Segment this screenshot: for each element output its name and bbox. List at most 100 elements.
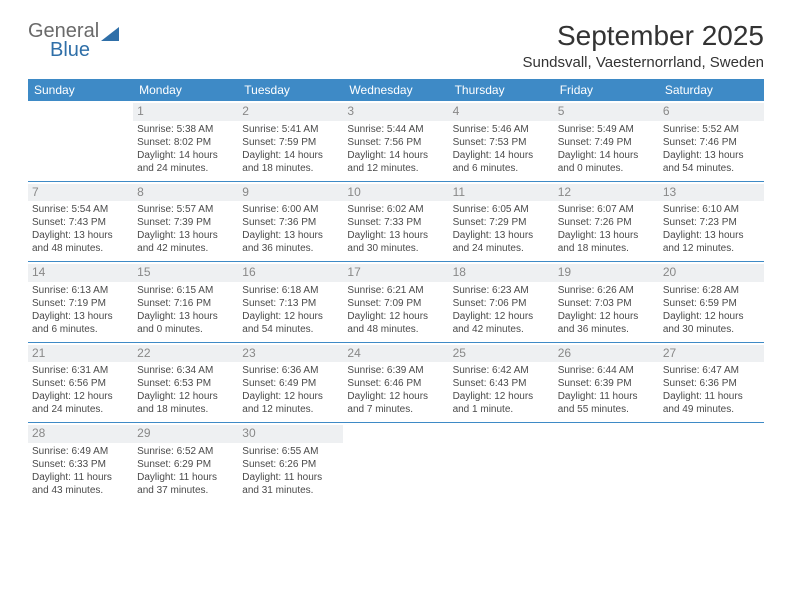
col-wednesday: Wednesday — [343, 79, 448, 101]
month-title: September 2025 — [522, 20, 764, 52]
calendar-cell: 15Sunrise: 6:15 AMSunset: 7:16 PMDayligh… — [133, 262, 238, 343]
sunrise-text: Sunrise: 5:57 AM — [137, 203, 234, 216]
day-number: 26 — [554, 345, 659, 363]
calendar-cell: 8Sunrise: 5:57 AMSunset: 7:39 PMDaylight… — [133, 181, 238, 262]
page-header: General Blue September 2025 Sundsvall, V… — [28, 20, 764, 71]
day-number: 17 — [343, 264, 448, 282]
calendar-cell: 13Sunrise: 6:10 AMSunset: 7:23 PMDayligh… — [659, 181, 764, 262]
day-number: 15 — [133, 264, 238, 282]
sunrise-text: Sunrise: 5:41 AM — [242, 123, 339, 136]
sunset-text: Sunset: 6:46 PM — [347, 377, 444, 390]
col-friday: Friday — [554, 79, 659, 101]
day-number: 11 — [449, 184, 554, 202]
day-number: 19 — [554, 264, 659, 282]
sunset-text: Sunset: 6:56 PM — [32, 377, 129, 390]
sunset-text: Sunset: 6:33 PM — [32, 458, 129, 471]
calendar-week-row: 21Sunrise: 6:31 AMSunset: 6:56 PMDayligh… — [28, 342, 764, 423]
calendar-cell: 21Sunrise: 6:31 AMSunset: 6:56 PMDayligh… — [28, 342, 133, 423]
daylight-text: Daylight: 13 hours and 0 minutes. — [137, 310, 234, 336]
calendar-cell: 11Sunrise: 6:05 AMSunset: 7:29 PMDayligh… — [449, 181, 554, 262]
daylight-text: Daylight: 13 hours and 42 minutes. — [137, 229, 234, 255]
daylight-text: Daylight: 11 hours and 49 minutes. — [663, 390, 760, 416]
col-sunday: Sunday — [28, 79, 133, 101]
col-thursday: Thursday — [449, 79, 554, 101]
calendar-week-row: 7Sunrise: 5:54 AMSunset: 7:43 PMDaylight… — [28, 181, 764, 262]
sunset-text: Sunset: 6:36 PM — [663, 377, 760, 390]
daylight-text: Daylight: 13 hours and 48 minutes. — [32, 229, 129, 255]
sunrise-text: Sunrise: 6:00 AM — [242, 203, 339, 216]
day-number: 14 — [28, 264, 133, 282]
calendar-cell: 4Sunrise: 5:46 AMSunset: 7:53 PMDaylight… — [449, 101, 554, 181]
sunrise-text: Sunrise: 6:36 AM — [242, 364, 339, 377]
calendar-cell: 29Sunrise: 6:52 AMSunset: 6:29 PMDayligh… — [133, 423, 238, 503]
sunset-text: Sunset: 7:13 PM — [242, 297, 339, 310]
sunset-text: Sunset: 7:49 PM — [558, 136, 655, 149]
day-number: 5 — [554, 103, 659, 121]
calendar-table: Sunday Monday Tuesday Wednesday Thursday… — [28, 79, 764, 503]
daylight-text: Daylight: 13 hours and 12 minutes. — [663, 229, 760, 255]
location-subtitle: Sundsvall, Vaesternorrland, Sweden — [522, 54, 764, 71]
sunset-text: Sunset: 7:09 PM — [347, 297, 444, 310]
calendar-cell — [554, 423, 659, 503]
day-number: 27 — [659, 345, 764, 363]
calendar-week-row: 28Sunrise: 6:49 AMSunset: 6:33 PMDayligh… — [28, 423, 764, 503]
sunset-text: Sunset: 7:23 PM — [663, 216, 760, 229]
calendar-cell — [659, 423, 764, 503]
day-number: 29 — [133, 425, 238, 443]
daylight-text: Daylight: 13 hours and 30 minutes. — [347, 229, 444, 255]
calendar-cell: 23Sunrise: 6:36 AMSunset: 6:49 PMDayligh… — [238, 342, 343, 423]
daylight-text: Daylight: 13 hours and 6 minutes. — [32, 310, 129, 336]
sunset-text: Sunset: 8:02 PM — [137, 136, 234, 149]
sunset-text: Sunset: 6:26 PM — [242, 458, 339, 471]
sunrise-text: Sunrise: 6:55 AM — [242, 445, 339, 458]
sunset-text: Sunset: 7:46 PM — [663, 136, 760, 149]
sunrise-text: Sunrise: 6:21 AM — [347, 284, 444, 297]
sunrise-text: Sunrise: 6:13 AM — [32, 284, 129, 297]
daylight-text: Daylight: 14 hours and 18 minutes. — [242, 149, 339, 175]
day-number: 8 — [133, 184, 238, 202]
calendar-cell: 6Sunrise: 5:52 AMSunset: 7:46 PMDaylight… — [659, 101, 764, 181]
col-monday: Monday — [133, 79, 238, 101]
day-number: 20 — [659, 264, 764, 282]
sunrise-text: Sunrise: 6:02 AM — [347, 203, 444, 216]
sunrise-text: Sunrise: 6:39 AM — [347, 364, 444, 377]
calendar-cell — [343, 423, 448, 503]
calendar-cell: 19Sunrise: 6:26 AMSunset: 7:03 PMDayligh… — [554, 262, 659, 343]
day-number: 1 — [133, 103, 238, 121]
daylight-text: Daylight: 13 hours and 18 minutes. — [558, 229, 655, 255]
day-number: 12 — [554, 184, 659, 202]
sunset-text: Sunset: 7:29 PM — [453, 216, 550, 229]
calendar-week-row: 14Sunrise: 6:13 AMSunset: 7:19 PMDayligh… — [28, 262, 764, 343]
sunrise-text: Sunrise: 5:54 AM — [32, 203, 129, 216]
sail-icon — [101, 27, 119, 41]
sunrise-text: Sunrise: 5:52 AM — [663, 123, 760, 136]
calendar-cell — [28, 101, 133, 181]
daylight-text: Daylight: 11 hours and 31 minutes. — [242, 471, 339, 497]
daylight-text: Daylight: 11 hours and 43 minutes. — [32, 471, 129, 497]
day-number: 23 — [238, 345, 343, 363]
daylight-text: Daylight: 12 hours and 42 minutes. — [453, 310, 550, 336]
col-tuesday: Tuesday — [238, 79, 343, 101]
sunrise-text: Sunrise: 6:44 AM — [558, 364, 655, 377]
sunrise-text: Sunrise: 6:34 AM — [137, 364, 234, 377]
sunrise-text: Sunrise: 5:44 AM — [347, 123, 444, 136]
sunrise-text: Sunrise: 6:31 AM — [32, 364, 129, 377]
daylight-text: Daylight: 13 hours and 24 minutes. — [453, 229, 550, 255]
day-number: 30 — [238, 425, 343, 443]
calendar-cell: 26Sunrise: 6:44 AMSunset: 6:39 PMDayligh… — [554, 342, 659, 423]
sunset-text: Sunset: 7:19 PM — [32, 297, 129, 310]
sunrise-text: Sunrise: 6:10 AM — [663, 203, 760, 216]
sunset-text: Sunset: 7:26 PM — [558, 216, 655, 229]
calendar-cell: 10Sunrise: 6:02 AMSunset: 7:33 PMDayligh… — [343, 181, 448, 262]
day-number: 16 — [238, 264, 343, 282]
calendar-cell: 17Sunrise: 6:21 AMSunset: 7:09 PMDayligh… — [343, 262, 448, 343]
day-number: 22 — [133, 345, 238, 363]
day-number: 7 — [28, 184, 133, 202]
day-number: 3 — [343, 103, 448, 121]
calendar-cell: 5Sunrise: 5:49 AMSunset: 7:49 PMDaylight… — [554, 101, 659, 181]
daylight-text: Daylight: 12 hours and 12 minutes. — [242, 390, 339, 416]
daylight-text: Daylight: 12 hours and 30 minutes. — [663, 310, 760, 336]
calendar-cell: 12Sunrise: 6:07 AMSunset: 7:26 PMDayligh… — [554, 181, 659, 262]
sunset-text: Sunset: 6:53 PM — [137, 377, 234, 390]
day-number: 18 — [449, 264, 554, 282]
